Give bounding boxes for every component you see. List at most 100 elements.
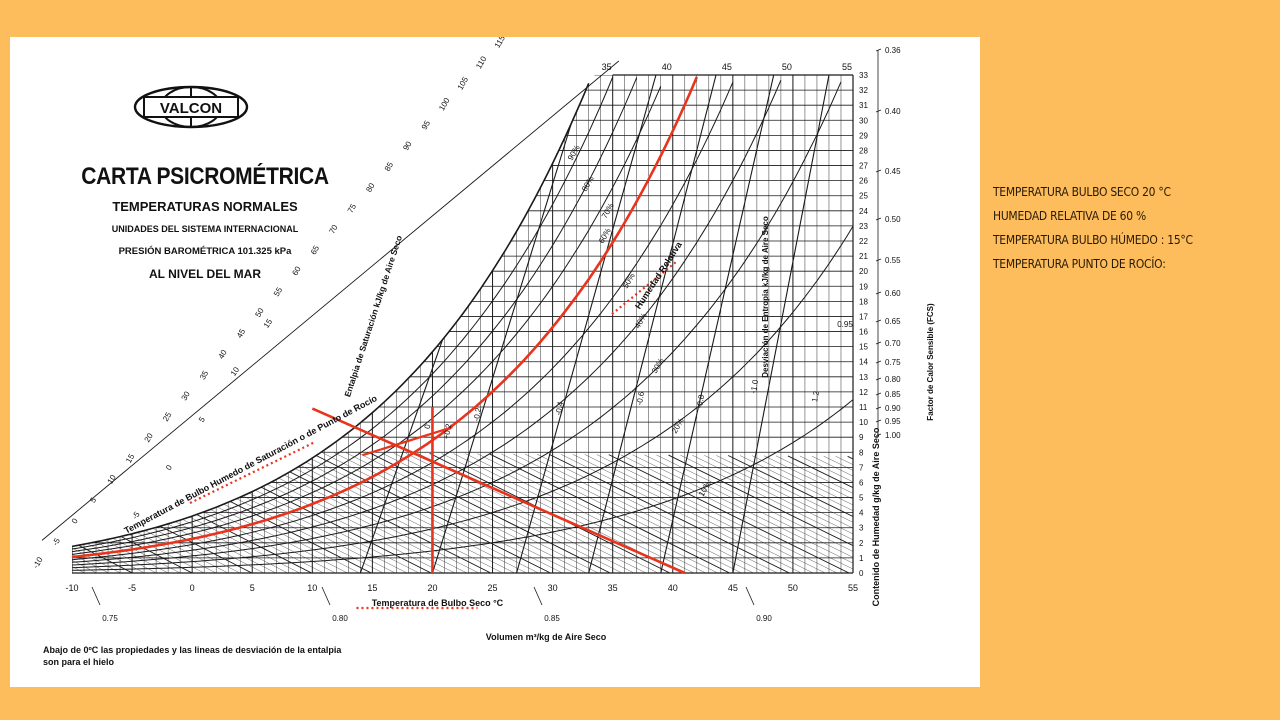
enthalpy-line bbox=[704, 455, 853, 573]
y-tick-label: 11 bbox=[859, 403, 868, 412]
wet-bulb-line bbox=[311, 407, 686, 575]
enthalpy-line bbox=[943, 457, 980, 573]
volume-tick-label: 0.75 bbox=[102, 614, 118, 623]
enthalpy-line bbox=[656, 454, 853, 573]
volume-line bbox=[732, 75, 830, 573]
rh-curve-20 bbox=[71, 226, 854, 569]
enthalpy-line bbox=[931, 457, 980, 573]
shr-tick bbox=[875, 169, 882, 173]
enthalpy-line bbox=[513, 453, 754, 573]
enthalpy-tick-label: -10 bbox=[31, 555, 45, 570]
enthalpy-line bbox=[72, 449, 193, 573]
shr-tick-label: 0.40 bbox=[885, 107, 901, 116]
wetbulb-tick-label: 5 bbox=[197, 415, 207, 424]
enthalpy-line bbox=[907, 457, 980, 573]
enthalpy-line bbox=[883, 457, 980, 573]
enthalpy-tick-label: 40 bbox=[217, 348, 230, 361]
enthalpy-line bbox=[572, 454, 814, 573]
y-tick-label: 13 bbox=[859, 373, 868, 382]
enthalpy-line bbox=[477, 453, 718, 573]
enthalpy-line bbox=[751, 455, 853, 573]
entropy-tick-label: -0.4 bbox=[554, 400, 565, 416]
enthalpy-tick-label: 105 bbox=[456, 75, 471, 92]
shr-tick-label: 0.90 bbox=[885, 404, 901, 413]
enthalpy-tick-label: 110 bbox=[474, 54, 488, 70]
x-tick-label: 40 bbox=[668, 583, 678, 593]
sea-level: AL NIVEL DEL MAR bbox=[148, 267, 261, 281]
volume-tick-label: 0.85 bbox=[544, 614, 560, 623]
enthalpy-line bbox=[333, 452, 575, 573]
top-tick-label: 45 bbox=[722, 62, 732, 72]
y-tick-label: 21 bbox=[859, 252, 868, 261]
enthalpy-line bbox=[775, 455, 853, 573]
shr-tick-label: 0.50 bbox=[885, 215, 901, 224]
rh-label-underline bbox=[611, 261, 677, 315]
x-tick-label: 10 bbox=[307, 583, 317, 593]
enthalpy-tick-label: 35 bbox=[198, 369, 211, 382]
volume-tick-label: 0.90 bbox=[756, 614, 772, 623]
enthalpy-tick-label: 100 bbox=[437, 96, 452, 113]
rh-curve-40 bbox=[71, 80, 782, 563]
y-tick-label: 14 bbox=[859, 358, 868, 367]
shr-tick bbox=[875, 406, 882, 410]
enthalpy-line bbox=[405, 453, 647, 573]
enthalpy-line bbox=[537, 453, 778, 573]
enthalpy-tick-label: 10 bbox=[106, 473, 119, 486]
enthalpy-line bbox=[955, 457, 980, 573]
shr-tick-label: 0.95 bbox=[885, 417, 901, 426]
ice-footnote: Abajo de 0ºC las propiedades y las linea… bbox=[43, 645, 342, 667]
saturation-curve bbox=[71, 82, 590, 548]
shr-tick-label: 0.85 bbox=[885, 390, 901, 399]
y-tick-label: 7 bbox=[859, 463, 864, 472]
enthalpy-line bbox=[919, 457, 980, 573]
rh-curve-30 bbox=[71, 81, 842, 566]
enthalpy-line bbox=[668, 454, 853, 573]
enthalpy-line bbox=[381, 452, 623, 573]
entropy-title: Desviación de Entropia kJ/kg de Aire Sec… bbox=[761, 216, 770, 378]
reading-notes: Temperatura bulbo seco 20 °C Humedad rel… bbox=[993, 180, 1234, 276]
chart-title: CARTA PSICROMÉTRICA bbox=[81, 163, 329, 190]
y-tick-label: 28 bbox=[859, 146, 868, 155]
note-dew-point: Temperatura punto de rocío: bbox=[993, 256, 1166, 271]
shr-tick bbox=[875, 341, 882, 345]
y-tick-label: 26 bbox=[859, 177, 868, 186]
x-tick-label: 25 bbox=[488, 583, 498, 593]
enthalpy-tick-label: -5 bbox=[51, 536, 63, 547]
entropy-tick-label: -0.8 bbox=[695, 393, 706, 409]
dew-point-line bbox=[362, 426, 453, 457]
enthalpy-scale-rail bbox=[41, 60, 620, 541]
shr-tick-label: 0.80 bbox=[885, 375, 901, 384]
enthalpy-line bbox=[72, 450, 264, 573]
top-tick-label: 35 bbox=[602, 62, 612, 72]
entropy-tick-label: 0 bbox=[423, 423, 433, 429]
rh-curve-70 bbox=[71, 85, 662, 555]
enthalpy-line bbox=[309, 452, 551, 573]
y-tick-label: 12 bbox=[859, 388, 868, 397]
rh-label: 40% bbox=[633, 312, 649, 330]
valcon-logo: VALCON bbox=[133, 85, 249, 129]
y-tick-label: 31 bbox=[859, 101, 868, 110]
shr-tick-label: 0.55 bbox=[885, 256, 901, 265]
enthalpy-title: Entalpia de Saturación kJ/kg de Aire Sec… bbox=[342, 234, 404, 398]
enthalpy-line bbox=[72, 449, 169, 573]
wetbulb-label-underline bbox=[189, 441, 316, 504]
y-tick-label: 20 bbox=[859, 267, 868, 276]
enthalpy-line bbox=[560, 454, 802, 573]
shr-tick bbox=[875, 48, 882, 52]
top-tick-label: 50 bbox=[782, 62, 792, 72]
enthalpy-line bbox=[453, 453, 694, 573]
enthalpy-line bbox=[72, 448, 73, 573]
wetbulb-tick-label: 15 bbox=[262, 317, 275, 330]
enthalpy-tick-label: 95 bbox=[420, 119, 433, 132]
volume-line bbox=[516, 75, 657, 573]
enthalpy-tick-label: 5 bbox=[88, 496, 98, 505]
volume-line bbox=[588, 75, 717, 573]
shr-tick-label: 0.75 bbox=[885, 358, 901, 367]
shr-095-label: 0.95 bbox=[837, 320, 853, 329]
entropy-tick-label: -0.6 bbox=[635, 390, 646, 406]
enthalpy-line bbox=[72, 448, 133, 573]
y-tick-label: 15 bbox=[859, 343, 868, 352]
volume-tick bbox=[321, 586, 331, 606]
wetbulb-tick-label: -5 bbox=[130, 510, 142, 521]
y-tick-label: 24 bbox=[859, 207, 868, 216]
